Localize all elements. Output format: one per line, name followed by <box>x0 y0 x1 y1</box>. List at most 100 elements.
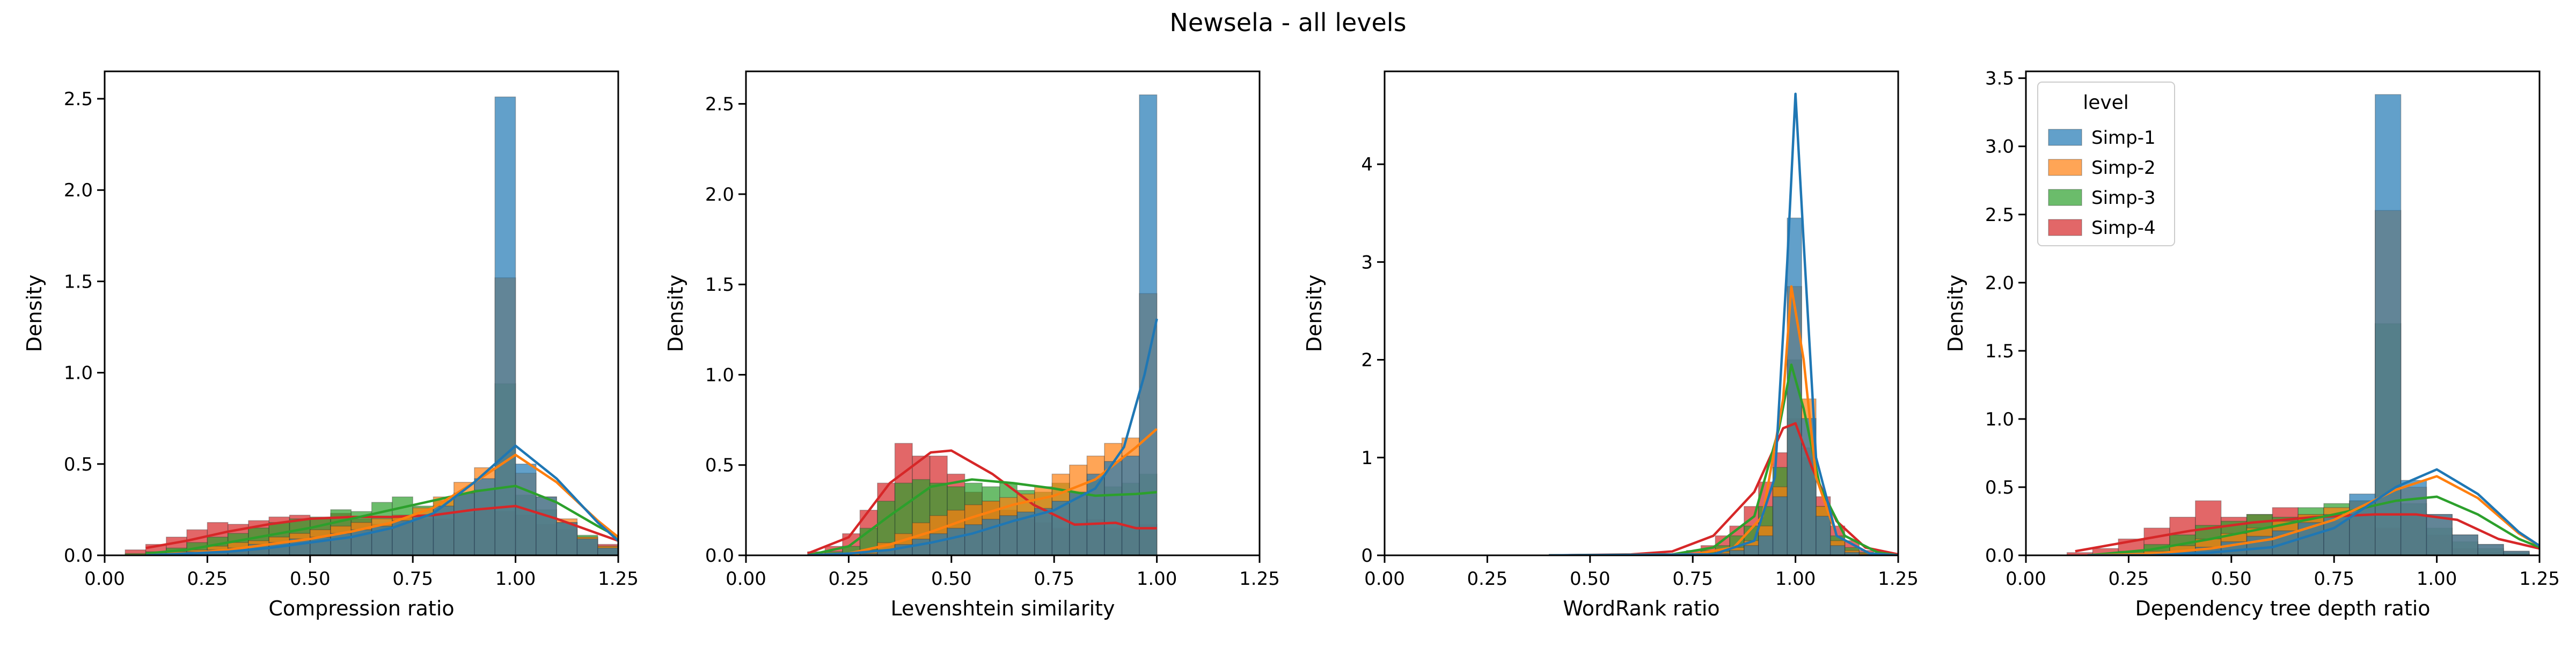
x-tick-label: 0.50 <box>2211 568 2252 590</box>
chart-panel-2: 0.00 0.25 0.50 0.75 1.00 1.25 0.0 0.5 1.0 1.5 2.0 2… <box>664 70 1280 620</box>
histogram-bar <box>1829 545 1846 555</box>
histogram-bar <box>2451 534 2478 555</box>
y-tick-label: 2 <box>1361 350 1373 371</box>
chart-panel-3: 0.00 0.25 0.50 0.75 1.00 1.25 0 1 2 3 4 WordRank ra… <box>1302 70 1919 620</box>
histogram-bar <box>1787 217 1802 555</box>
y-tick-label: 1.0 <box>705 364 734 386</box>
legend-title: level <box>2083 92 2129 114</box>
histogram-bar <box>576 538 598 555</box>
kde-line-simp-1 <box>807 318 1158 555</box>
y-tick-label: 1.5 <box>705 274 734 296</box>
kde-line-simp-3 <box>807 478 1157 555</box>
x-tick-label: 0.75 <box>392 568 433 590</box>
y-tick-label: 0.0 <box>64 545 93 567</box>
kde-line-simp-4 <box>145 504 618 549</box>
x-tick-label: 1.25 <box>1239 568 1280 590</box>
legend-swatch <box>2048 159 2082 176</box>
histogram-bar <box>1772 496 1788 555</box>
y-tick-label: 2.0 <box>64 180 93 201</box>
histogram-bar <box>412 515 434 555</box>
series-simp-1-bars <box>859 94 1158 555</box>
axes-frame <box>104 70 619 556</box>
chart-panel-1: 0.00 0.25 0.50 0.75 1.00 1.25 0.0 0.5 1.0 1.5 2.0 2… <box>23 70 639 620</box>
y-tick-label: 0 <box>1361 545 1373 567</box>
plot-area <box>1549 92 1898 555</box>
y-tick-label: 0.5 <box>705 455 734 476</box>
kde-line-simp-2 <box>2087 475 2540 555</box>
x-tick-label: 0.25 <box>1467 568 1508 590</box>
legend-entry-label: Simp-3 <box>2091 187 2156 209</box>
kde-line-simp-1 <box>2087 468 2540 555</box>
histogram-bar <box>1744 545 1759 555</box>
x-axis-label: Dependency tree depth ratio <box>2135 597 2430 620</box>
y-axis-label: Density <box>23 275 46 352</box>
histogram-bar <box>494 96 516 555</box>
x-tick-label: 1.25 <box>2519 568 2560 590</box>
y-tick-label: 2.0 <box>1985 273 2014 294</box>
axes-frame <box>2025 70 2541 556</box>
y-tick-label: 2.5 <box>705 94 734 115</box>
histogram-bar <box>536 496 557 555</box>
histogram-bar <box>2426 514 2453 555</box>
plot-area <box>125 96 618 555</box>
y-tick-label: 1.0 <box>64 363 93 384</box>
x-tick-label: 0.00 <box>2006 568 2046 590</box>
histogram-bar <box>556 522 578 555</box>
histogram-bar <box>2400 480 2427 555</box>
histogram-bar <box>1816 516 1831 555</box>
legend-swatch <box>2048 129 2082 146</box>
series-simp-1-bars <box>2143 94 2530 555</box>
y-tick-label: 1.5 <box>64 271 93 292</box>
x-tick-label: 0.50 <box>931 568 972 590</box>
series-simp-1-bars <box>166 96 618 555</box>
y-tick-label: 1 <box>1361 447 1373 469</box>
y-tick-label: 0.5 <box>1985 477 2014 498</box>
histogram-bar <box>453 493 475 555</box>
y-tick-label: 0.0 <box>1985 545 2014 567</box>
axes-frame <box>745 70 1261 556</box>
histogram-bar <box>929 533 948 555</box>
kde-line-simp-2 <box>807 428 1158 555</box>
y-tick-label: 0.0 <box>705 545 734 567</box>
legend-entry-label: Simp-4 <box>2091 217 2156 239</box>
histogram-bar <box>2477 544 2504 555</box>
plot-area <box>807 94 1158 555</box>
kde-line-simp-4 <box>807 449 1157 555</box>
y-tick-label: 3.5 <box>1985 68 2014 90</box>
x-tick-label: 0.00 <box>84 568 125 590</box>
histogram-bar <box>597 547 618 555</box>
x-tick-label: 0.25 <box>2109 568 2149 590</box>
x-tick-label: 0.50 <box>290 568 331 590</box>
series-simp-1-bars <box>1700 217 1874 555</box>
x-axis-label: WordRank ratio <box>1563 597 1719 620</box>
kde-line-simp-3 <box>1549 363 1898 555</box>
x-tick-label: 0.75 <box>2314 568 2354 590</box>
histogram-bar <box>982 518 1000 555</box>
y-axis-label: Density <box>664 275 687 352</box>
kde-line-simp-1 <box>1549 92 1898 555</box>
histogram-bar <box>1104 461 1123 555</box>
x-tick-label: 1.00 <box>1137 568 1177 590</box>
histogram-bar <box>1139 94 1158 555</box>
legend-swatch <box>2048 189 2082 206</box>
x-tick-label: 0.50 <box>1570 568 1611 590</box>
y-tick-label: 1.0 <box>1985 409 2014 430</box>
y-axis-label: Density <box>1302 275 1326 352</box>
x-axis-label: Compression ratio <box>268 597 454 620</box>
y-tick-label: 2.5 <box>64 89 93 110</box>
x-tick-label: 1.00 <box>495 568 536 590</box>
kde-line-simp-1 <box>145 444 618 555</box>
x-tick-label: 1.25 <box>598 568 639 590</box>
y-tick-label: 1.5 <box>1985 341 2014 362</box>
x-tick-label: 0.25 <box>187 568 228 590</box>
histogram-bar <box>947 527 965 555</box>
histogram-bar <box>2375 94 2402 555</box>
x-tick-label: 0.25 <box>829 568 869 590</box>
y-axis-label: Density <box>1944 275 1967 352</box>
plot-area <box>2066 94 2540 555</box>
histogram-bar <box>964 524 983 555</box>
figure-title: Newsela - all levels <box>1169 8 1406 37</box>
histogram-bar <box>1121 456 1140 555</box>
